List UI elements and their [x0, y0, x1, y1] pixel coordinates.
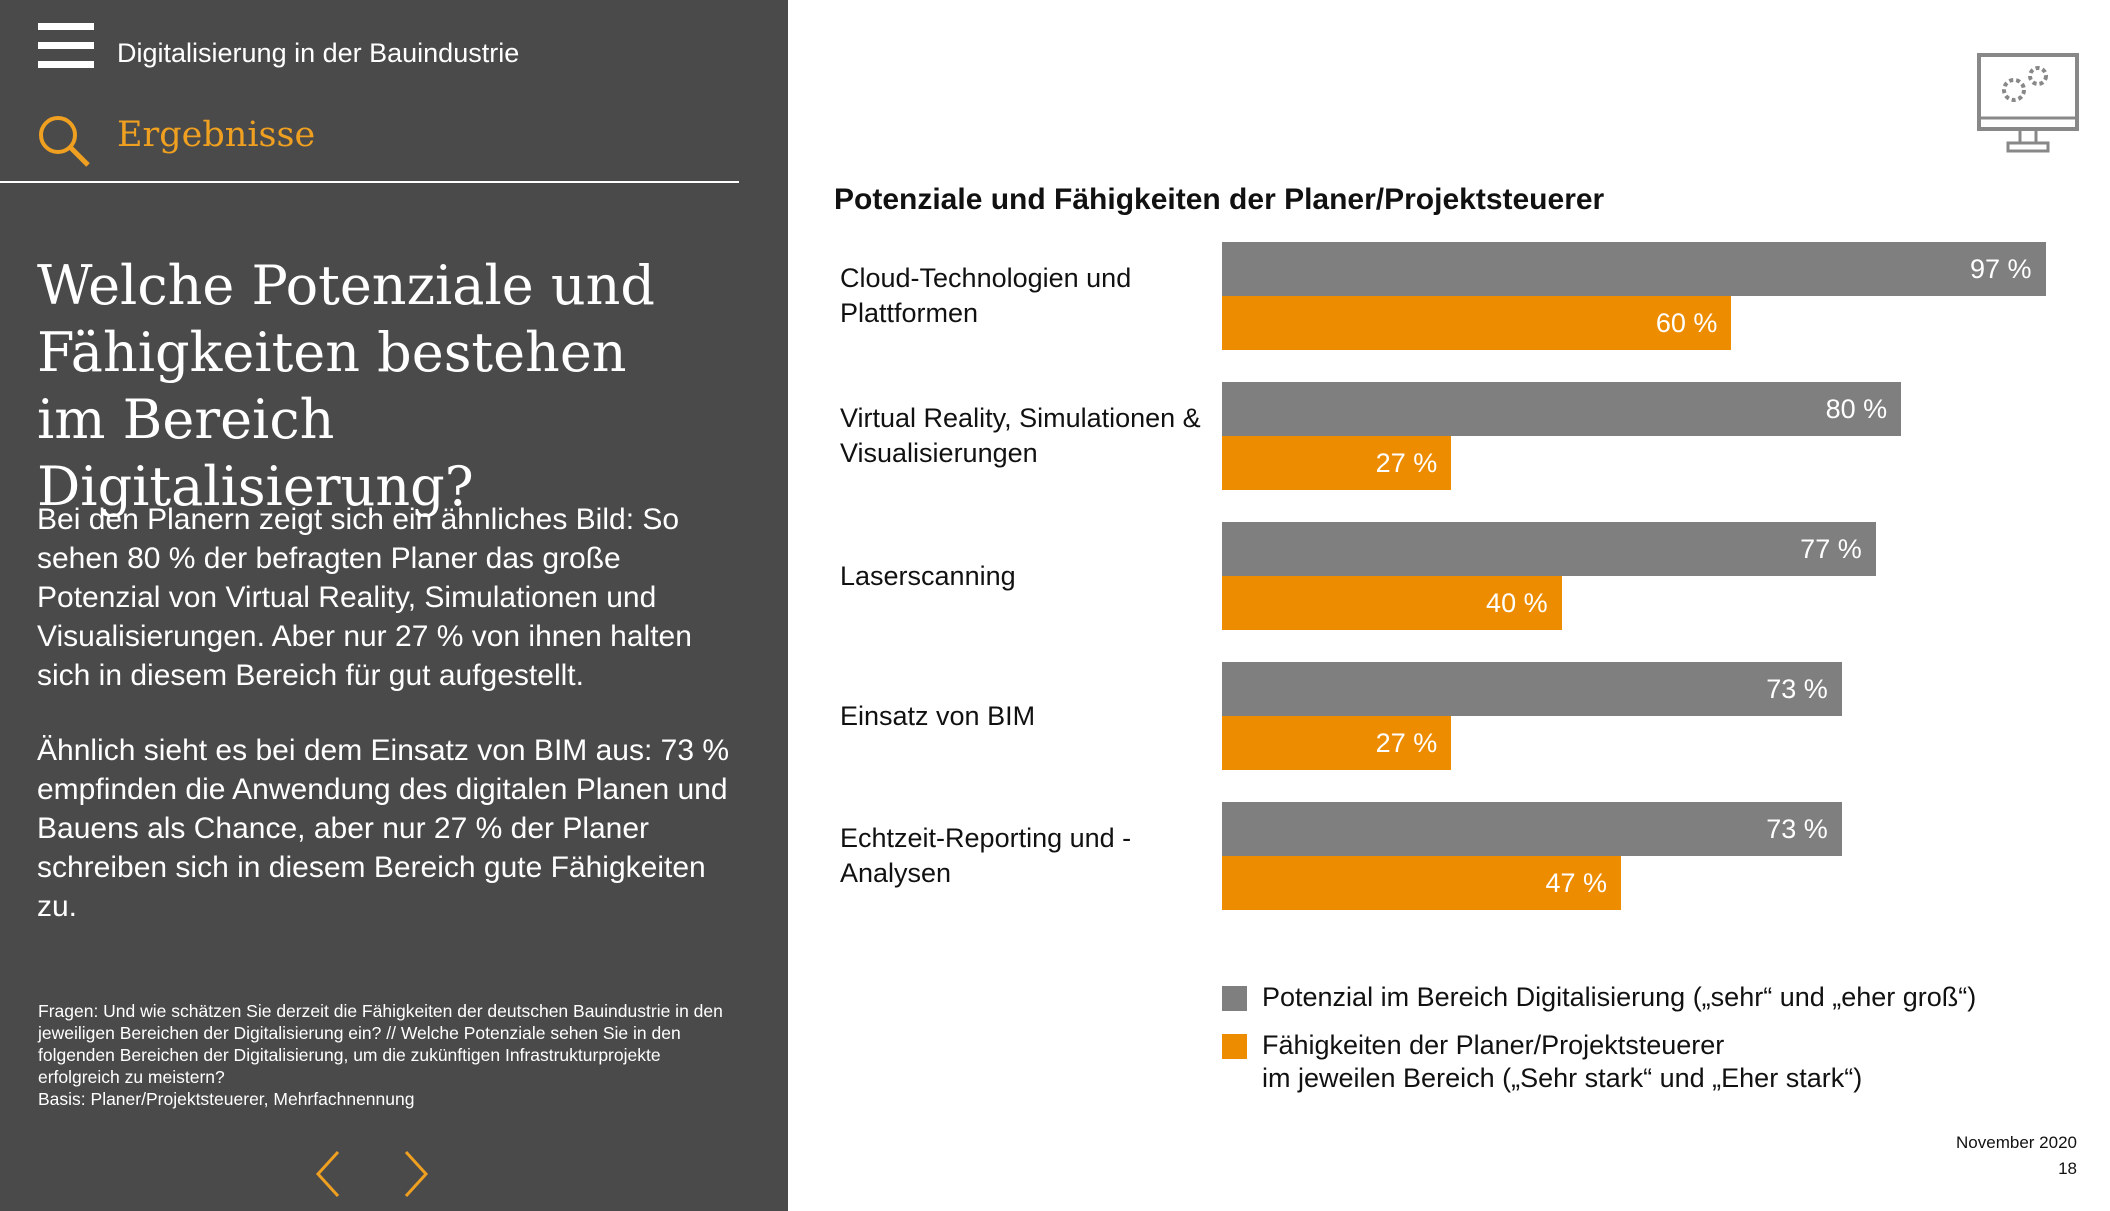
bar: [1222, 436, 1452, 490]
nav-arrows: [315, 1150, 429, 1198]
value-label: 47 %: [1545, 867, 1608, 898]
bar: [1222, 802, 1842, 856]
bar: [1222, 716, 1452, 770]
divider: [0, 181, 739, 183]
value-label: 73 %: [1766, 673, 1828, 704]
category-label: Einsatz von BIM: [840, 700, 1036, 731]
bar: [1222, 576, 1562, 630]
legend-swatch: [1222, 1034, 1247, 1059]
value-label: 27 %: [1375, 447, 1438, 478]
legend-label: Potenzial im Bereich Digitalisierung („s…: [1262, 982, 1977, 1012]
paragraph: Ähnlich sieht es bei dem Einsatz von BIM…: [37, 734, 730, 923]
app-title: Digitalisierung in der Bauindustrie: [117, 38, 520, 68]
bar: [1222, 242, 2046, 296]
footnote-line: Basis: Planer/Projektsteuerer, Mehrfachn…: [38, 1089, 415, 1109]
heading: Welche Potenziale und Fähigkeiten besteh…: [37, 254, 655, 518]
value-label: 80 %: [1825, 393, 1888, 424]
paragraph: Bei den Planern zeigt sich ein ähnliches…: [37, 503, 692, 692]
value-label: 27 %: [1375, 727, 1438, 758]
legend-swatch: [1222, 986, 1247, 1011]
value-label: 77 %: [1800, 533, 1862, 564]
prev-arrow[interactable]: [315, 1150, 340, 1198]
sidebar: Digitalisierung in der Bauindustrie Erge…: [0, 0, 788, 1211]
bar: [1222, 296, 1732, 350]
bar: [1222, 522, 1876, 576]
footnote-line: Fragen: Und wie schätzen Sie derzeit die…: [38, 1001, 723, 1087]
chart-title: Potenziale und Fähigkeiten der Planer/Pr…: [834, 183, 1605, 216]
category-label: Cloud-Technologien und Plattformen: [840, 263, 1132, 328]
value-label: 73 %: [1766, 813, 1828, 844]
search-icon[interactable]: [36, 113, 92, 169]
value-label: 60 %: [1655, 307, 1718, 338]
page-number: 18: [2058, 1159, 2077, 1178]
next-arrow[interactable]: [404, 1150, 429, 1198]
menu-icon[interactable]: [38, 23, 94, 69]
legend-label: Fähigkeiten der Planer/Projektsteuerer i…: [1262, 1030, 1863, 1093]
value-label: 97 %: [1969, 253, 2032, 284]
bar: [1222, 662, 1842, 716]
footnote: Fragen: Und wie schätzen Sie derzeit die…: [38, 1000, 738, 1110]
bar: [1222, 382, 1902, 436]
value-label: 40 %: [1486, 587, 1548, 618]
computer-icon: [1977, 53, 2079, 153]
bar: [1222, 856, 1622, 910]
category-label: Laserscanning: [840, 560, 1016, 591]
footer-date: November 2020: [1956, 1133, 2077, 1152]
category-label: Virtual Reality, Simulationen & Visualis…: [840, 403, 1201, 468]
section-title: Ergebnisse: [117, 115, 316, 155]
category-label: Echtzeit-Reporting und -Analysen: [840, 823, 1132, 888]
